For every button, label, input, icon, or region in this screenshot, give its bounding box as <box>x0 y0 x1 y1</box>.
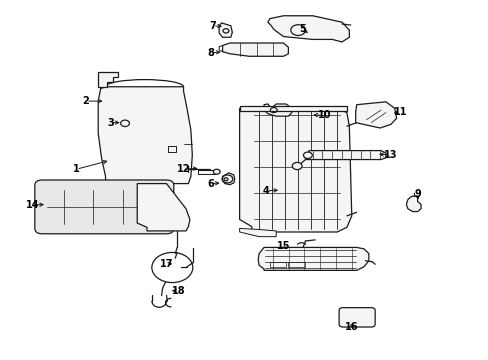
Polygon shape <box>222 43 288 56</box>
Text: 16: 16 <box>345 322 358 332</box>
FancyBboxPatch shape <box>338 308 374 327</box>
Polygon shape <box>406 196 420 212</box>
Circle shape <box>224 178 227 181</box>
Polygon shape <box>198 170 215 174</box>
Text: 2: 2 <box>82 96 89 106</box>
Text: 6: 6 <box>206 179 213 189</box>
Text: 12: 12 <box>177 164 190 174</box>
Polygon shape <box>222 173 234 185</box>
Polygon shape <box>219 45 222 51</box>
Text: 11: 11 <box>393 107 407 117</box>
Text: 14: 14 <box>25 200 39 210</box>
Polygon shape <box>305 150 385 159</box>
Text: 7: 7 <box>209 21 216 31</box>
Text: 9: 9 <box>413 189 420 199</box>
Polygon shape <box>137 184 189 231</box>
Circle shape <box>292 162 302 170</box>
Polygon shape <box>239 228 276 237</box>
Circle shape <box>303 152 312 158</box>
Text: 15: 15 <box>276 241 290 251</box>
Polygon shape <box>239 108 351 232</box>
Polygon shape <box>355 102 396 128</box>
Polygon shape <box>258 247 368 270</box>
Polygon shape <box>98 87 192 184</box>
Polygon shape <box>219 23 232 37</box>
Polygon shape <box>98 72 118 87</box>
Polygon shape <box>264 104 291 116</box>
Text: 8: 8 <box>206 48 213 58</box>
Circle shape <box>223 29 228 33</box>
Text: 18: 18 <box>171 286 185 296</box>
Text: 5: 5 <box>299 24 306 35</box>
Circle shape <box>121 120 129 127</box>
FancyBboxPatch shape <box>35 180 173 234</box>
Text: 3: 3 <box>107 118 114 128</box>
Text: 13: 13 <box>383 150 397 160</box>
Circle shape <box>213 169 220 174</box>
Text: 4: 4 <box>263 186 269 196</box>
Polygon shape <box>239 106 346 111</box>
Polygon shape <box>267 16 348 42</box>
Text: 1: 1 <box>73 164 80 174</box>
Text: 10: 10 <box>318 111 331 121</box>
Text: 17: 17 <box>160 259 173 269</box>
